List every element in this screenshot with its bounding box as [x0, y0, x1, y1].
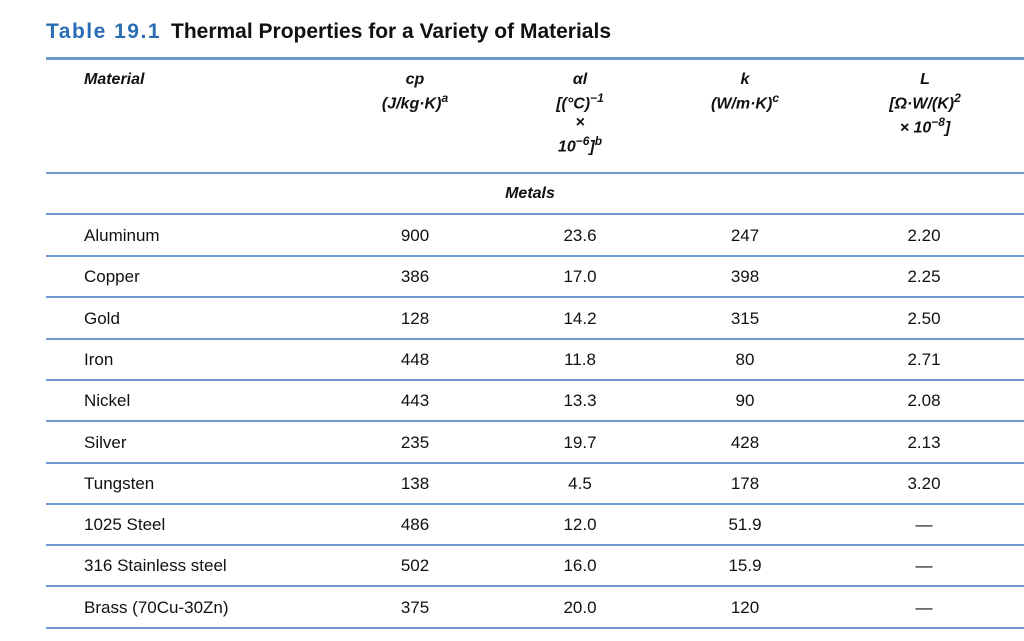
k-unit: (W/m·K)c: [711, 91, 779, 113]
cell-cp: 386: [400, 267, 430, 287]
cell-k: 90: [735, 391, 755, 411]
cell-cp: 486: [400, 515, 430, 535]
row-rule: [46, 378, 1024, 381]
section-metals: Metals: [505, 185, 555, 202]
cell-cp: 502: [400, 556, 430, 576]
cell-material: Tungsten: [84, 473, 155, 493]
row-rule: [46, 255, 1024, 257]
cell-material: Nickel: [84, 391, 131, 411]
cell-material: Iron: [84, 349, 114, 369]
header-alpha: αl [(°C)−1 × 10−6]b: [520, 70, 640, 157]
L-symbol: L: [920, 71, 930, 88]
cell-cp: 900: [400, 226, 430, 245]
cell-k: 51.9: [728, 515, 762, 535]
cp-symbol: cp: [405, 71, 425, 88]
section-rule: [46, 213, 1024, 215]
header-L: L [Ω·W/(K)2 × 10−8]: [860, 70, 990, 138]
L-mult: × 10−8]: [899, 115, 951, 137]
cell-L: 2.13: [907, 432, 941, 452]
alpha-times: ×: [575, 114, 585, 132]
cell-alpha: 20.0: [563, 597, 597, 617]
cell-k: 398: [730, 267, 760, 287]
cell-material: 316 Stainless steel: [84, 556, 227, 576]
cell-material: Gold: [84, 308, 120, 328]
row-rule: [46, 420, 1024, 423]
cell-alpha: 17.0: [563, 267, 597, 287]
cell-L: 2.08: [907, 391, 941, 411]
cell-k: 80: [735, 349, 755, 369]
cell-alpha: 11.8: [564, 349, 596, 369]
cell-material: Copper: [84, 267, 140, 287]
cell-alpha: 13.3: [563, 391, 597, 411]
header-rule: [46, 172, 1024, 174]
row-rule: [46, 337, 1024, 340]
cell-cp: 235: [400, 432, 430, 452]
cell-L: —: [915, 597, 933, 617]
table-title: Table 19.1 Thermal Properties for a Varie…: [46, 20, 611, 44]
cell-L: —: [915, 556, 933, 576]
header-cp: cp (J/kg·K)a: [355, 70, 475, 113]
L-unit: [Ω·W/(K)2: [889, 91, 961, 113]
cp-unit: (J/kg·K)a: [381, 91, 449, 113]
cell-alpha: 14.2: [563, 308, 597, 328]
cell-cp: 138: [400, 473, 430, 493]
cell-k: 247: [730, 226, 760, 245]
cell-material: Brass (70Cu-30Zn): [84, 597, 229, 617]
cell-material: 1025 Steel: [84, 515, 166, 535]
row-rule: [46, 585, 1024, 588]
row-rule: [46, 461, 1024, 464]
cell-L: 2.25: [907, 267, 941, 287]
k-symbol: k: [740, 71, 750, 88]
row-rule: [46, 296, 1024, 299]
cell-k: 15.9: [728, 556, 762, 576]
cell-L: 2.20: [907, 226, 941, 245]
cell-cp: 375: [400, 597, 430, 617]
cell-L: —: [915, 515, 933, 535]
table-number: Table 19.1: [46, 20, 161, 43]
alpha-unit: [(°C)−1: [556, 91, 604, 113]
top-rule: [46, 57, 1024, 60]
cell-L: 2.50: [907, 308, 941, 328]
cell-cp: 448: [400, 349, 430, 369]
cell-alpha: 12.0: [563, 515, 597, 535]
row-rule: [46, 544, 1024, 547]
header-k: k (W/m·K)c: [685, 70, 805, 113]
cell-material: Silver: [84, 432, 127, 452]
cell-k: 120: [730, 597, 760, 617]
cell-k: 178: [730, 473, 760, 493]
cell-alpha: 19.7: [563, 432, 597, 452]
cell-L: 2.71: [907, 349, 941, 369]
cell-alpha: 4.5: [568, 473, 592, 493]
cell-L: 3.20: [907, 473, 941, 493]
row-rule: [46, 626, 1024, 629]
row-rule: [46, 502, 1024, 505]
cell-material: Aluminum: [84, 226, 160, 245]
cell-k: 428: [730, 432, 760, 452]
header-material: Material: [84, 71, 145, 88]
cell-alpha: 23.6: [563, 226, 597, 245]
alpha-mult: 10−6]b: [557, 134, 603, 156]
table-title-text: Thermal Properties for a Variety of Mate…: [171, 20, 611, 43]
cell-alpha: 16.0: [563, 556, 597, 576]
alpha-symbol: αl: [572, 71, 588, 88]
cell-k: 315: [730, 308, 760, 328]
cell-cp: 128: [400, 308, 430, 328]
cell-cp: 443: [400, 391, 430, 411]
